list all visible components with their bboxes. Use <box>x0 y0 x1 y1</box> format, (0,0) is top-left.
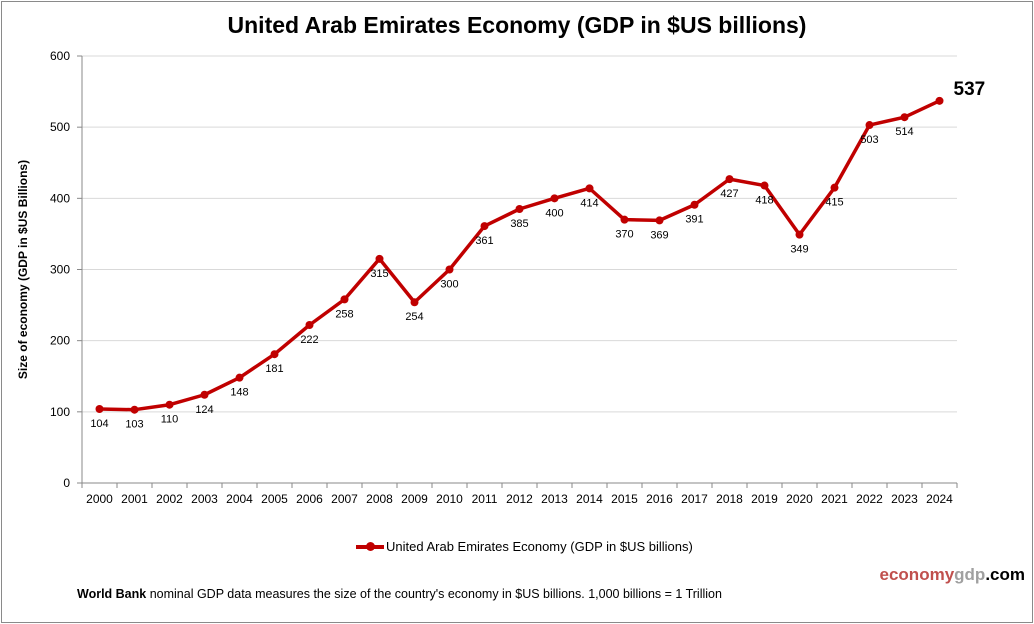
data-label: 537 <box>954 79 986 100</box>
data-label: 385 <box>510 218 528 230</box>
x-tick-label: 2021 <box>821 492 848 506</box>
data-point <box>585 184 594 193</box>
data-point <box>935 96 944 105</box>
data-point <box>900 113 909 122</box>
x-tick-label: 2004 <box>226 492 253 506</box>
x-tick-label: 2007 <box>331 492 358 506</box>
y-tick-label: 0 <box>63 476 70 490</box>
y-tick-label: 400 <box>50 191 70 205</box>
data-point <box>235 373 244 382</box>
data-point <box>270 350 279 359</box>
data-point <box>690 200 699 209</box>
x-tick-label: 2013 <box>541 492 568 506</box>
data-point <box>410 298 419 307</box>
data-label: 418 <box>755 195 773 207</box>
brand-logo: economygdp.com <box>879 565 1025 584</box>
data-point <box>620 215 629 224</box>
footer-note: World Bank nominal GDP data measures the… <box>77 587 722 601</box>
data-label: 503 <box>860 134 878 146</box>
x-tick-label: 2000 <box>86 492 113 506</box>
y-tick-label: 200 <box>50 334 70 348</box>
data-point <box>795 230 804 239</box>
legend: United Arab Emirates Economy (GDP in $US… <box>356 539 693 554</box>
y-axis-label: Size of economy (GDP in $US Billions) <box>16 160 30 379</box>
legend-swatch <box>356 541 384 551</box>
data-point <box>830 183 839 192</box>
x-tick-label: 2016 <box>646 492 673 506</box>
x-tick-label: 2002 <box>156 492 183 506</box>
y-tick-label: 600 <box>50 49 70 63</box>
x-tick-label: 2001 <box>121 492 148 506</box>
x-tick-label: 2015 <box>611 492 638 506</box>
data-point <box>515 205 524 214</box>
x-tick-label: 2024 <box>926 492 953 506</box>
data-label: 370 <box>615 229 633 241</box>
data-label: 369 <box>650 229 668 241</box>
data-point <box>550 194 559 203</box>
data-label: 103 <box>125 419 143 431</box>
data-label: 110 <box>161 414 179 426</box>
data-point <box>445 265 454 274</box>
data-label: 414 <box>580 197 598 209</box>
x-tick-label: 2003 <box>191 492 218 506</box>
data-point <box>200 390 209 399</box>
data-label: 514 <box>895 126 913 138</box>
x-tick-label: 2017 <box>681 492 708 506</box>
x-tick-label: 2023 <box>891 492 918 506</box>
data-point <box>95 404 104 413</box>
data-label: 104 <box>90 418 108 430</box>
y-tick-label: 500 <box>50 120 70 134</box>
data-point <box>655 216 664 225</box>
data-point <box>865 121 874 130</box>
data-point <box>725 175 734 184</box>
x-tick-label: 2019 <box>751 492 778 506</box>
data-label: 391 <box>685 214 703 226</box>
data-point <box>130 405 139 414</box>
x-tick-label: 2018 <box>716 492 743 506</box>
series-line <box>99 99 941 412</box>
x-tick-label: 2020 <box>786 492 813 506</box>
data-label: 124 <box>195 404 213 416</box>
x-tick-label: 2006 <box>296 492 323 506</box>
x-tick-label: 2012 <box>506 492 533 506</box>
data-point <box>375 254 384 263</box>
x-tick-label: 2008 <box>366 492 393 506</box>
data-point <box>305 321 314 330</box>
data-label: 349 <box>790 244 808 256</box>
y-tick-label: 300 <box>50 263 70 277</box>
data-label: 361 <box>475 235 493 247</box>
data-point <box>480 222 489 231</box>
data-point <box>340 295 349 304</box>
x-tick-label: 2022 <box>856 492 883 506</box>
data-label: 315 <box>370 268 388 280</box>
y-tick-label: 100 <box>50 405 70 419</box>
data-point <box>165 400 174 409</box>
data-label: 148 <box>230 387 248 399</box>
x-tick-label: 2011 <box>472 492 498 506</box>
data-point <box>760 181 769 190</box>
data-label: 415 <box>825 197 843 209</box>
x-tick-label: 2014 <box>576 492 603 506</box>
chart-title: United Arab Emirates Economy (GDP in $US… <box>227 12 807 38</box>
x-tick-label: 2009 <box>401 492 428 506</box>
data-label: 427 <box>720 188 738 200</box>
legend-label: United Arab Emirates Economy (GDP in $US… <box>386 539 693 554</box>
x-tick-label: 2010 <box>436 492 463 506</box>
data-label: 300 <box>440 279 458 291</box>
x-tick-label: 2005 <box>261 492 288 506</box>
data-label: 400 <box>545 207 563 219</box>
data-label: 254 <box>405 311 423 323</box>
data-label: 222 <box>300 334 318 346</box>
data-label: 258 <box>335 308 353 320</box>
data-label: 181 <box>265 363 283 375</box>
